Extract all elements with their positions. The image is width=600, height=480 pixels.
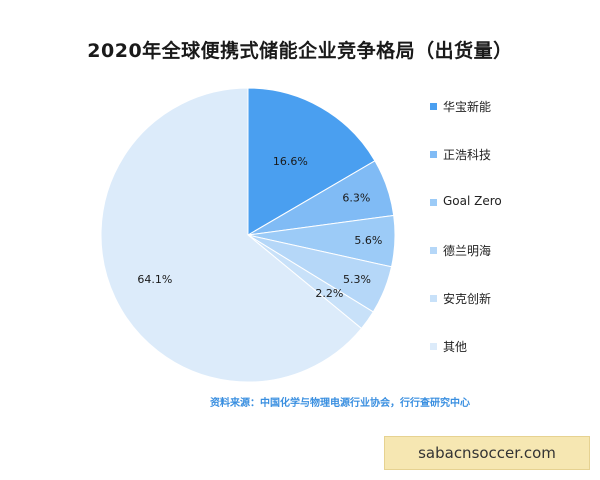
legend-item: 正浩科技 <box>430 146 590 194</box>
chart-title: 2020年全球便携式储能企业竞争格局（出货量） <box>87 40 513 62</box>
slice-label: 6.3% <box>342 192 370 205</box>
watermark-badge: sabacnsoccer.com <box>384 436 590 470</box>
legend-label: 正浩科技 <box>443 148 492 162</box>
legend-item: 其他 <box>430 338 590 386</box>
legend-item: Goal Zero <box>430 194 590 242</box>
legend-label: 安克创新 <box>443 292 492 306</box>
legend-swatch <box>430 295 437 302</box>
slice-label: 5.6% <box>354 234 382 247</box>
slice-label: 2.2% <box>315 287 343 300</box>
legend: 华宝新能正浩科技 Goal Zero 德兰明海安克创新其他 <box>430 98 590 386</box>
pie-labels: 16.6% 6.3% 5.6% 5.3%2.2% 64.1% <box>137 155 382 300</box>
legend-swatch <box>430 103 437 110</box>
slice-label: 5.3% <box>343 273 371 286</box>
legend-swatch <box>430 151 437 158</box>
legend-label: 其他 <box>443 340 468 354</box>
legend-swatch <box>430 343 437 350</box>
legend-item: 德兰明海 <box>430 242 590 290</box>
legend-item: 安克创新 <box>430 290 590 338</box>
legend-swatch <box>430 199 437 206</box>
pie-slice <box>247 87 376 236</box>
legend-label: 华宝新能 <box>443 100 492 114</box>
pie-slices <box>100 87 396 383</box>
slice-label: 64.1% <box>137 273 172 286</box>
slice-label: 16.6% <box>273 155 308 168</box>
legend-item: 华宝新能 <box>430 98 590 146</box>
pie-slice <box>100 87 363 383</box>
legend-label: Goal Zero <box>443 194 502 208</box>
legend-swatch <box>430 247 437 254</box>
source-note: 资料来源：中国化学与物理电源行业协会，行行查研究中心 <box>210 398 470 409</box>
watermark-text: sabacnsoccer.com <box>418 444 556 462</box>
legend-label: 德兰明海 <box>443 244 492 258</box>
